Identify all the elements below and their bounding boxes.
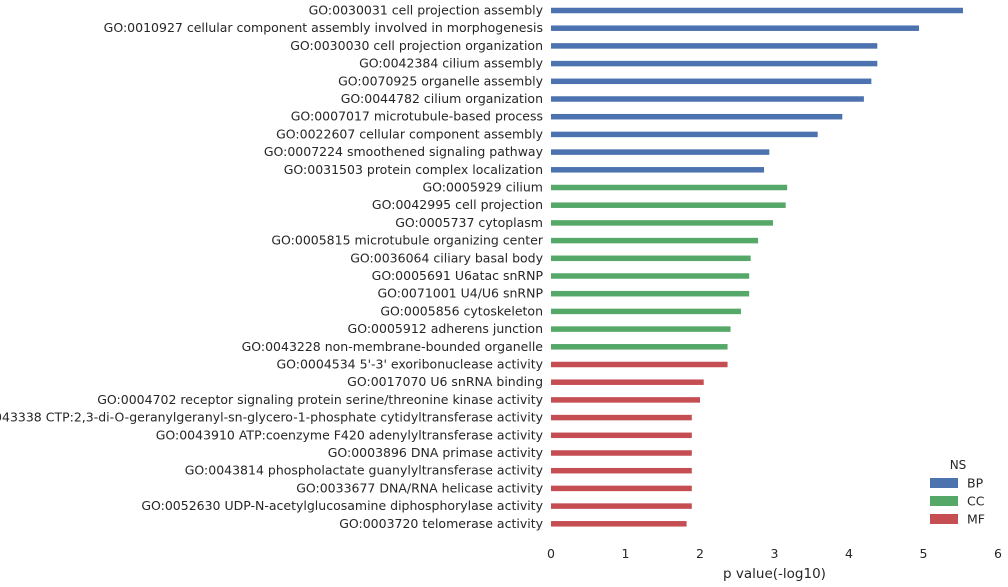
legend-swatch-mf [930, 514, 958, 524]
bar-0 [551, 7, 963, 14]
bar-26 [551, 467, 692, 474]
bar-4 [551, 78, 872, 85]
legend: NS BP CC MF [930, 458, 985, 527]
category-label-8: GO:0007224 smoothened signaling pathway [264, 144, 544, 159]
bar-10 [551, 184, 788, 191]
bar-16 [551, 290, 750, 297]
category-label-28: GO:0052630 UDP-N-acetylglucosamine dipho… [141, 498, 543, 513]
legend-swatch-bp [930, 478, 958, 488]
category-label-20: GO:0004534 5'-3' exoribonuclease activit… [276, 357, 543, 372]
category-label-17: GO:0005856 cytoskeleton [380, 303, 543, 318]
category-label-13: GO:0005815 microtubule organizing center [271, 233, 544, 248]
bar-12 [551, 220, 774, 226]
x-axis-label: p value(-log10) [723, 566, 826, 582]
bar-6 [551, 113, 843, 120]
category-labels: GO:0030031 cell projection assembly GO:00… [0, 3, 544, 531]
category-label-21: GO:0017070 U6 snRNA binding [347, 374, 543, 389]
bar-11 [551, 202, 786, 208]
x-tick-label-1: 1 [622, 546, 630, 561]
bar-13 [551, 237, 759, 244]
bar-2 [551, 43, 878, 49]
x-tick-label-0: 0 [547, 546, 555, 561]
category-label-0: GO:0030031 cell projection assembly [309, 3, 544, 18]
x-tick-label-3: 3 [771, 546, 779, 561]
legend-title: NS [950, 458, 967, 472]
category-label-23: GO:0043338 CTP:2,3-di-O-geranylgeranyl-s… [0, 410, 544, 425]
x-tick-label-6: 6 [994, 546, 1002, 561]
bar-21 [551, 379, 704, 385]
category-label-27: GO:0033677 DNA/RNA helicase activity [296, 480, 543, 495]
legend-label-bp: BP [967, 476, 984, 491]
category-label-29: GO:0003720 telomerase activity [339, 516, 543, 531]
legend-label-cc: CC [967, 494, 985, 509]
category-label-22: GO:0004702 receptor signaling protein se… [97, 392, 543, 407]
bar-24 [551, 432, 692, 439]
bar-25 [551, 450, 692, 456]
bar-15 [551, 273, 750, 279]
bar-19 [551, 344, 728, 350]
category-label-15: GO:0005691 U6atac snRNP [372, 268, 544, 283]
bar-27 [551, 485, 692, 492]
category-label-26: GO:0043814 phospholactate guanylyltransf… [185, 463, 544, 478]
bar-5 [551, 96, 864, 102]
category-label-2: GO:0030030 cell projection organization [290, 38, 543, 53]
bar-29 [551, 521, 687, 527]
bar-9 [551, 167, 765, 173]
bar-17 [551, 308, 741, 315]
category-label-12: GO:0005737 cytoplasm [395, 215, 543, 230]
category-label-10: GO:0005929 cilium [422, 180, 543, 195]
legend-label-mf: MF [967, 512, 985, 527]
x-axis-ticks: 0 1 2 3 4 5 6 [547, 546, 1002, 561]
category-label-9: GO:0031503 protein complex localization [284, 162, 543, 177]
bar-23 [551, 414, 692, 421]
category-label-24: GO:0043910 ATP:coenzyme F420 adenylyltra… [156, 427, 544, 442]
bars-group [551, 7, 963, 527]
bar-3 [551, 60, 878, 67]
category-label-14: GO:0036064 ciliary basal body [350, 250, 543, 265]
legend-swatch-cc [930, 496, 958, 506]
category-label-25: GO:0003896 DNA primase activity [328, 445, 544, 460]
bar-28 [551, 503, 692, 509]
category-label-19: GO:0043228 non-membrane-bounded organell… [242, 339, 544, 354]
bar-22 [551, 397, 700, 403]
x-tick-label-4: 4 [845, 546, 853, 561]
category-label-18: GO:0005912 adherens junction [348, 321, 543, 336]
bar-1 [551, 25, 920, 31]
category-label-3: GO:0042384 cilium assembly [359, 56, 543, 71]
category-label-5: GO:0044782 cilium organization [341, 91, 543, 106]
category-label-1: GO:0010927 cellular component assembly i… [104, 20, 543, 35]
category-label-4: GO:0070925 organelle assembly [338, 73, 544, 88]
legend-items: BP CC MF [930, 476, 985, 527]
bar-20 [551, 361, 728, 368]
x-tick-label-2: 2 [696, 546, 704, 561]
category-label-7: GO:0022607 cellular component assembly [276, 126, 543, 141]
bar-7 [551, 131, 818, 138]
category-label-16: GO:0071001 U4/U6 snRNP [377, 286, 543, 301]
bar-18 [551, 326, 731, 332]
bar-8 [551, 149, 770, 155]
category-label-11: GO:0042995 cell projection [372, 197, 543, 212]
category-label-6: GO:0007017 microtubule-based process [291, 109, 543, 124]
bar-14 [551, 255, 751, 262]
x-tick-label-5: 5 [920, 546, 928, 561]
